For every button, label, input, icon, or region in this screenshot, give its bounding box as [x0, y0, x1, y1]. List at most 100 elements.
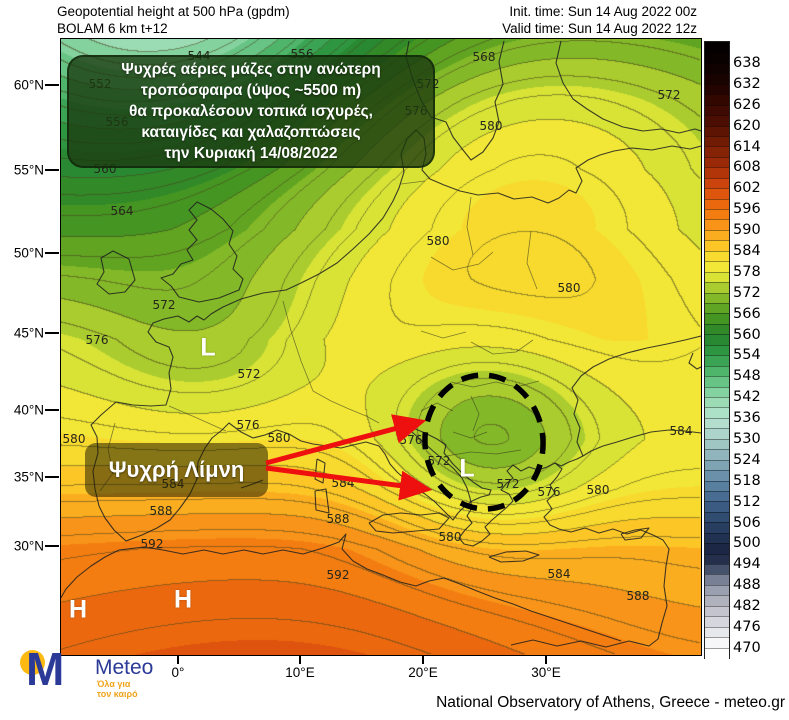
- colorbar-cell: [705, 42, 729, 54]
- contour-label: 588: [149, 504, 173, 518]
- cold-pool-label: Ψυχρή Λίμνη: [85, 443, 268, 497]
- colorbar-cell: [705, 94, 729, 106]
- colorbar-cell: [705, 167, 729, 179]
- colorbar-cell: [705, 219, 729, 231]
- colorbar-cell: [705, 501, 729, 513]
- colorbar-cell: [705, 449, 729, 461]
- contour-label: 576: [85, 333, 109, 347]
- colorbar-cell: [705, 543, 729, 555]
- colorbar-cell: [705, 177, 729, 190]
- colorbar-cell: [705, 470, 729, 482]
- lon-tick-label: 0°: [171, 665, 185, 680]
- colorbar-label: 608: [733, 159, 761, 176]
- run-times: Init. time: Sun 14 Aug 2022 00z Valid ti…: [420, 3, 697, 37]
- colorbar-cell: [705, 115, 729, 127]
- contour-label: 576: [236, 418, 260, 432]
- contour-label: 576: [537, 485, 561, 499]
- contour-label: 572: [237, 367, 261, 381]
- logo-m-icon: M: [26, 643, 65, 695]
- colorbar-label: 554: [733, 347, 761, 364]
- colorbar-cell: [705, 303, 729, 315]
- colorbar-label: 620: [733, 117, 761, 134]
- colorbar-label: 476: [733, 619, 761, 636]
- colorbar-cell: [705, 313, 729, 325]
- colorbar-label: 590: [733, 222, 761, 239]
- colorbar-cell: [705, 135, 729, 148]
- lon-tick: [299, 655, 301, 664]
- info-line: θα προκαλέσουν τοπικά ισχυρές,: [129, 103, 373, 120]
- lat-tick: [45, 332, 59, 334]
- contour-label: 584: [547, 567, 571, 581]
- valid-time: Valid time: Sun 14 Aug 2022 12z: [502, 21, 697, 36]
- colorbar-label: 518: [733, 472, 761, 489]
- colorbar-cell: [705, 240, 729, 252]
- colorbar-label: 626: [733, 96, 761, 113]
- colorbar-label: 584: [733, 243, 761, 259]
- info-line: Ψυχρές αέριες μάζες στην ανώτερη: [121, 61, 381, 78]
- colorbar-cell: [705, 250, 729, 263]
- map-title: Geopotential height at 500 hPa (gpdm) BO…: [57, 3, 290, 37]
- contour-label: 588: [326, 512, 350, 526]
- colorbar-label: 506: [733, 514, 761, 531]
- title-line-1: Geopotential height at 500 hPa (gpdm): [57, 4, 290, 19]
- colorbar-label: 638: [733, 55, 761, 71]
- contour-label: 572: [496, 477, 520, 491]
- low-pressure-marker: L: [200, 333, 216, 362]
- lon-tick: [422, 655, 424, 664]
- colorbar-label: 632: [733, 75, 761, 92]
- colorbar-cell: [705, 584, 729, 597]
- lat-tick-label: 40°N: [13, 402, 44, 418]
- lat-tick: [45, 84, 59, 86]
- colorbar-cell: [705, 459, 729, 472]
- colorbar-cell: [705, 156, 729, 169]
- colorbar-label: 578: [733, 263, 761, 280]
- contour-label: 592: [140, 537, 164, 551]
- colorbar-label: 602: [733, 180, 761, 197]
- logo-tagline: Όλα για τον καιρό: [97, 679, 138, 699]
- lat-tick-label: 35°N: [13, 469, 44, 485]
- colorbar-scale: [704, 41, 730, 659]
- high-pressure-marker: H: [173, 585, 193, 614]
- lat-tick: [45, 476, 59, 478]
- colorbar-cell: [705, 605, 729, 618]
- colorbar-cell: [705, 146, 729, 158]
- colorbar-label: 566: [733, 305, 761, 322]
- colorbar-cell: [705, 344, 729, 357]
- logo-sun-icon: [20, 650, 45, 675]
- lat-tick: [45, 409, 59, 411]
- contour-label: 580: [438, 530, 462, 544]
- colorbar-label: 530: [733, 431, 761, 448]
- contour-label: 580: [62, 432, 86, 446]
- colorbar-cell: [705, 564, 729, 576]
- colorbar-cell: [705, 261, 729, 273]
- contour-label: 580: [267, 431, 291, 445]
- colorbar-cell: [705, 553, 729, 566]
- contour-label: 584: [331, 476, 355, 490]
- contour-label: 564: [110, 204, 134, 218]
- info-line: καταιγίδες και χαλαζοπτώσεις: [141, 124, 361, 141]
- contour-label: 572: [152, 298, 176, 312]
- colorbar-cell: [705, 490, 729, 503]
- meteo-logo: M Meteo Όλα για τον καιρό: [14, 643, 164, 704]
- contour-label: 572: [427, 454, 451, 468]
- lon-tick: [545, 655, 547, 664]
- colorbar-cell: [705, 376, 729, 388]
- lon-tick-label: 20°E: [408, 665, 438, 680]
- colorbar-cell: [705, 188, 729, 200]
- lat-tick-label: 50°N: [13, 245, 44, 261]
- colorbar-cell: [705, 480, 729, 492]
- colorbar-label: 488: [733, 577, 761, 594]
- colorbar-cell: [705, 574, 729, 586]
- high-pressure-marker: H: [68, 595, 88, 624]
- colorbar-cell: [705, 511, 729, 524]
- colorbar-cell: [705, 73, 729, 85]
- colorbar-label: 482: [733, 598, 761, 615]
- contour-label: 568: [472, 50, 496, 64]
- colorbar-label: 548: [733, 368, 761, 385]
- colorbar-cell: [705, 396, 729, 409]
- colorbar-cell: [705, 532, 729, 545]
- colorbar-cell: [705, 595, 729, 607]
- info-line: την Κυριακή 14/08/2022: [164, 145, 338, 162]
- lon-tick-label: 10°E: [285, 665, 315, 680]
